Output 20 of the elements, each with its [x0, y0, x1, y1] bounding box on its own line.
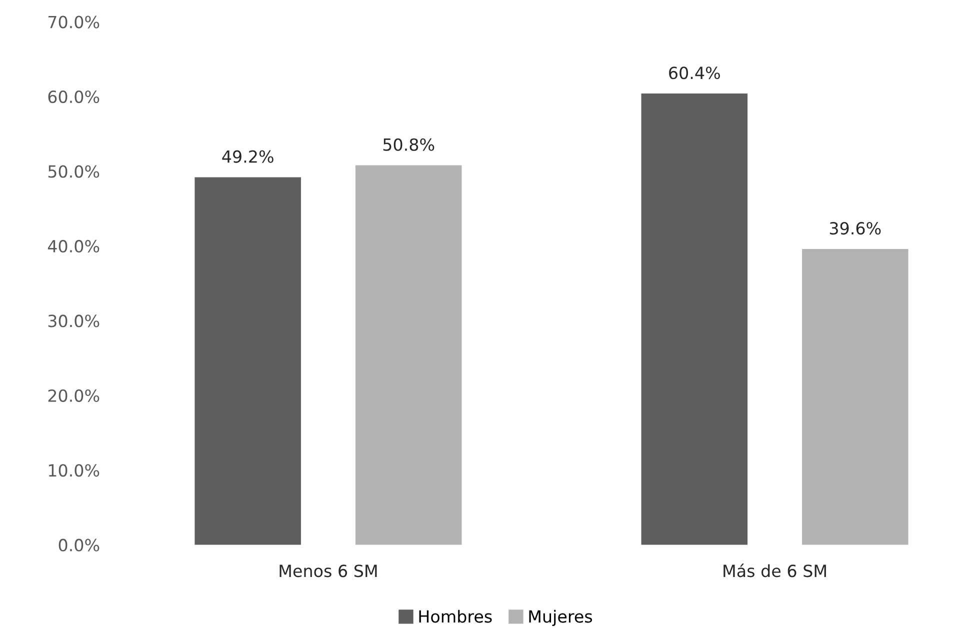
- y-tick-label: 0.0%: [58, 538, 100, 552]
- data-label: 60.4%: [669, 66, 720, 80]
- data-label: 49.2%: [222, 150, 274, 163]
- y-tick-label: 50.0%: [48, 165, 100, 178]
- y-tick-label: 20.0%: [48, 389, 100, 402]
- data-label: 39.6%: [830, 222, 881, 235]
- y-tick-label: 60.0%: [48, 90, 100, 104]
- data-label: 50.8%: [383, 138, 434, 151]
- y-tick-label: 40.0%: [48, 240, 100, 253]
- y-tick-label: 30.0%: [48, 314, 100, 328]
- y-tick-label: 70.0%: [48, 16, 100, 28]
- y-tick-label: 10.0%: [48, 464, 100, 477]
- legend-label: Mujeres: [529, 610, 592, 626]
- bar: [802, 248, 908, 545]
- bar: [641, 94, 748, 545]
- legend-label: Hombres: [419, 610, 492, 623]
- x-tick-label: Más de 6 SM: [724, 564, 826, 578]
- x-tick-label: Menos 6 SM: [280, 564, 377, 578]
- bar: [194, 177, 301, 545]
- bar: [355, 165, 462, 545]
